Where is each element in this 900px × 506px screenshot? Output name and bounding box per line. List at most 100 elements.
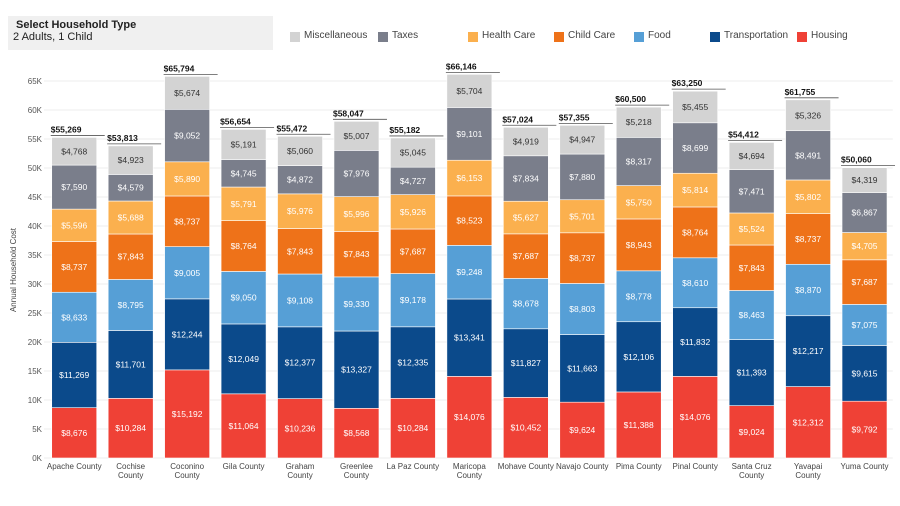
bar-segment-child-care [728, 244, 775, 291]
bar-segment-taxes [559, 153, 606, 201]
segment-value-label: $11,827 [511, 358, 541, 368]
y-tick-label: 60K [28, 106, 43, 115]
bar-segment-food [333, 276, 380, 332]
bar-segment-taxes [333, 150, 380, 197]
bar-segment-child-care [333, 231, 380, 278]
bar-segment-food [277, 273, 323, 328]
bar-segment-health-care [277, 193, 323, 229]
bar-total-label: $55,269 [51, 124, 82, 134]
bar-segment-child-care [220, 220, 267, 272]
household-type-filter[interactable]: Select Household Type 2 Adults, 1 Child [8, 16, 273, 50]
x-tick-label: County [287, 471, 312, 480]
x-tick-label: Santa Cruz [732, 462, 772, 471]
segment-value-label: $8,803 [569, 304, 595, 314]
x-tick-label: Graham [286, 462, 315, 471]
segment-value-label: $4,768 [61, 146, 87, 156]
segment-value-label: $11,663 [567, 363, 597, 373]
y-tick-label: 30K [28, 280, 43, 289]
bar-segment-transportation [841, 345, 888, 402]
y-tick-label: 50K [28, 164, 43, 173]
segment-value-label: $4,919 [513, 137, 539, 147]
segment-value-label: $9,248 [456, 267, 482, 277]
bar-segment-housing [615, 391, 662, 459]
bar-segment-miscellaneous [51, 137, 98, 166]
segment-value-label: $7,976 [343, 168, 369, 178]
segment-value-label: $9,330 [343, 299, 369, 309]
bar-segment-food [728, 290, 775, 340]
segment-value-label: $12,049 [228, 354, 259, 364]
bar-segment-food [390, 273, 436, 328]
segment-value-label: $5,218 [626, 117, 652, 127]
x-tick-label: Yavapai [794, 462, 823, 471]
segment-value-label: $5,627 [513, 213, 539, 223]
segment-value-label: $11,269 [59, 370, 89, 380]
bar-segment-transportation [446, 298, 493, 377]
segment-value-label: $6,867 [852, 208, 878, 218]
bar-segment-child-care [503, 233, 549, 279]
x-tick-label: County [457, 471, 482, 480]
segment-value-label: $7,834 [513, 174, 539, 184]
x-tick-label: Pinal County [672, 462, 717, 471]
y-tick-label: 20K [28, 338, 43, 347]
bar-segment-transportation [164, 298, 210, 371]
bar-segment-housing [503, 397, 549, 459]
segment-value-label: $8,610 [682, 278, 708, 288]
bar-segment-taxes [841, 192, 888, 233]
bar-segment-child-care [615, 218, 662, 272]
x-tick-label: La Paz County [387, 462, 439, 471]
segment-value-label: $8,870 [795, 285, 821, 295]
segment-value-label: $11,701 [116, 359, 146, 369]
segment-value-label: $8,678 [513, 299, 539, 309]
segment-value-label: $9,024 [739, 427, 765, 437]
segment-value-label: $9,615 [852, 368, 878, 378]
segment-value-label: $5,596 [61, 220, 87, 230]
filter-selected-value[interactable]: 2 Adults, 1 Child [13, 31, 93, 43]
bar-segment-food [446, 245, 493, 300]
segment-value-label: $4,727 [400, 176, 426, 186]
bar-segment-transportation [672, 307, 718, 377]
bar-segment-housing [559, 401, 606, 459]
segment-value-label: $7,843 [118, 252, 144, 262]
bar-segment-child-care [559, 232, 606, 284]
segment-value-label: $11,064 [229, 421, 259, 431]
bar-total-label: $57,355 [559, 112, 590, 122]
segment-value-label: $12,335 [398, 358, 429, 368]
y-tick-label: 10K [28, 396, 43, 405]
bar-segment-health-care [107, 200, 154, 235]
legend-label: Health Care [482, 30, 536, 41]
bar-segment-food [503, 278, 549, 330]
bar-segment-child-care [277, 228, 323, 275]
segment-value-label: $8,737 [795, 234, 821, 244]
segment-value-label: $5,007 [343, 131, 369, 141]
legend-swatch-housing [797, 32, 807, 42]
segment-value-label: $5,060 [287, 146, 313, 156]
segment-value-label: $14,076 [454, 412, 485, 422]
x-tick-label: County [174, 471, 199, 480]
segment-value-label: $5,802 [795, 192, 821, 202]
bar-segment-health-care [559, 199, 606, 234]
filter-title: Select Household Type [16, 19, 137, 31]
bar-segment-miscellaneous [841, 167, 888, 194]
bar-segment-housing [164, 369, 210, 459]
segment-value-label: $4,705 [852, 241, 878, 251]
bar-segment-housing [446, 376, 493, 459]
legend-swatch-taxes [378, 32, 388, 42]
segment-value-label: $7,843 [739, 263, 765, 273]
bar-total-label: $50,060 [841, 155, 872, 165]
segment-value-label: $13,327 [341, 365, 372, 375]
bar-segment-transportation [220, 323, 267, 395]
bar-segment-miscellaneous [728, 142, 775, 170]
y-tick-label: 35K [28, 251, 43, 260]
y-axis-label: Annual Household Cost [9, 227, 18, 312]
bar-total-label: $65,794 [164, 63, 195, 73]
segment-value-label: $9,050 [231, 293, 257, 303]
x-tick-label: County [795, 471, 820, 480]
bar-segment-child-care [841, 259, 888, 305]
bar-total-label: $56,654 [220, 116, 251, 126]
segment-value-label: $12,244 [172, 329, 203, 339]
legend-label: Child Care [568, 30, 616, 41]
segment-value-label: $12,106 [623, 352, 654, 362]
y-tick-label: 25K [28, 309, 43, 318]
legend-swatch-child-care [554, 32, 564, 42]
segment-value-label: $5,701 [569, 211, 595, 221]
